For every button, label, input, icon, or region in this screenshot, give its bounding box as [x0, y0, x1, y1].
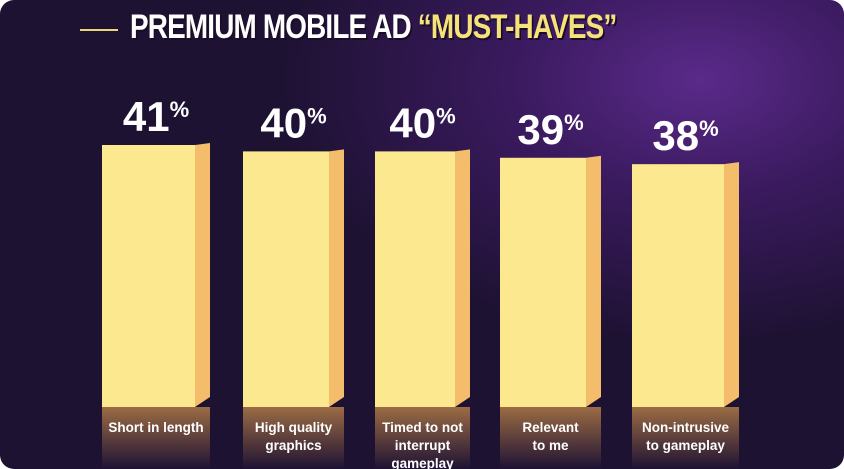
category-label: interrupt: [395, 438, 451, 453]
bar: [632, 164, 724, 407]
bar-side: [724, 162, 739, 407]
title-text: PREMIUM MOBILE AD: [130, 8, 412, 46]
category-label: Relevant: [522, 420, 579, 435]
bar-side: [455, 149, 470, 407]
bar-reflection: [632, 407, 739, 469]
bar: [102, 145, 195, 407]
bar: [375, 151, 455, 407]
category-label: graphics: [265, 438, 321, 453]
bar-side: [329, 149, 344, 407]
bar: [500, 157, 586, 407]
category-label: Short in length: [108, 420, 203, 435]
title-rule: [80, 29, 118, 31]
bar-side: [195, 143, 210, 407]
chart-title: PREMIUM MOBILE AD “MUST-HAVES”: [130, 8, 617, 47]
category-label: gameplay: [391, 456, 454, 469]
data-label: 40%: [389, 99, 455, 146]
data-label: 39%: [517, 106, 583, 153]
bar-reflection: [375, 407, 470, 469]
bar: [243, 151, 329, 407]
category-label: to me: [532, 438, 568, 453]
title-highlight: “MUST-HAVES”: [417, 8, 618, 46]
data-label: 41%: [123, 93, 189, 140]
bar-reflection: [500, 407, 601, 469]
bar-reflection: [243, 407, 344, 469]
data-label: 40%: [260, 99, 326, 146]
category-label: to gameplay: [646, 438, 725, 453]
bar-side: [586, 155, 601, 407]
category-label: Timed to not: [382, 420, 463, 435]
category-label: Non-intrusive: [642, 420, 729, 435]
data-label: 38%: [652, 112, 718, 159]
bar-reflection: [102, 407, 210, 469]
category-label: High quality: [255, 420, 333, 435]
